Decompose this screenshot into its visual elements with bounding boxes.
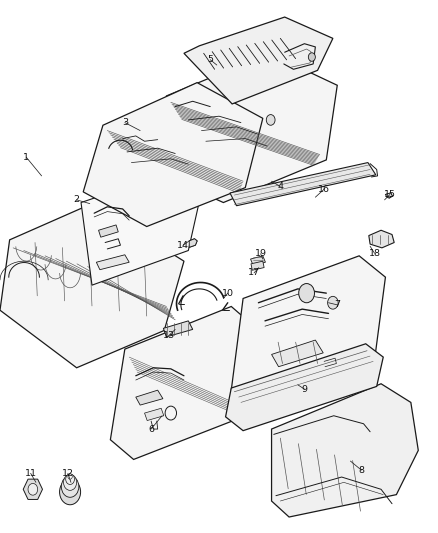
Polygon shape bbox=[81, 171, 201, 285]
Polygon shape bbox=[272, 384, 418, 517]
Text: 19: 19 bbox=[254, 249, 267, 258]
Text: 13: 13 bbox=[162, 332, 175, 340]
Circle shape bbox=[64, 474, 77, 490]
Text: 9: 9 bbox=[301, 385, 307, 393]
Polygon shape bbox=[369, 230, 394, 248]
Circle shape bbox=[266, 115, 275, 125]
Polygon shape bbox=[99, 225, 118, 237]
Text: 14: 14 bbox=[177, 241, 189, 249]
Polygon shape bbox=[96, 255, 129, 270]
Circle shape bbox=[66, 474, 74, 484]
Circle shape bbox=[68, 474, 72, 479]
Text: 4: 4 bbox=[277, 182, 283, 191]
Polygon shape bbox=[145, 408, 164, 421]
Text: 17: 17 bbox=[248, 269, 260, 277]
Polygon shape bbox=[83, 83, 263, 227]
Text: 12: 12 bbox=[62, 469, 74, 478]
Text: 11: 11 bbox=[25, 469, 37, 478]
Polygon shape bbox=[230, 163, 376, 206]
Circle shape bbox=[61, 476, 79, 497]
Polygon shape bbox=[110, 306, 254, 459]
Circle shape bbox=[308, 53, 315, 61]
Polygon shape bbox=[226, 344, 383, 431]
Polygon shape bbox=[251, 256, 265, 265]
Polygon shape bbox=[163, 321, 193, 337]
Text: 2: 2 bbox=[74, 196, 80, 204]
Text: 16: 16 bbox=[318, 185, 330, 193]
Polygon shape bbox=[251, 261, 264, 270]
Polygon shape bbox=[184, 17, 333, 104]
Text: 6: 6 bbox=[148, 425, 154, 433]
Polygon shape bbox=[155, 53, 337, 203]
Polygon shape bbox=[189, 239, 197, 247]
Circle shape bbox=[60, 479, 81, 505]
Polygon shape bbox=[136, 390, 163, 405]
Polygon shape bbox=[0, 204, 184, 368]
Text: 8: 8 bbox=[358, 466, 364, 474]
Polygon shape bbox=[385, 193, 392, 198]
Circle shape bbox=[299, 284, 314, 303]
Text: 3: 3 bbox=[122, 118, 128, 127]
Polygon shape bbox=[23, 479, 42, 499]
Text: 7: 7 bbox=[334, 301, 340, 309]
Text: 5: 5 bbox=[207, 55, 213, 64]
Text: 15: 15 bbox=[384, 190, 396, 199]
Text: 10: 10 bbox=[222, 289, 234, 297]
Circle shape bbox=[328, 296, 338, 309]
Polygon shape bbox=[231, 256, 385, 413]
Text: 1: 1 bbox=[23, 153, 29, 161]
Circle shape bbox=[28, 483, 38, 495]
Polygon shape bbox=[272, 340, 323, 367]
Text: 18: 18 bbox=[368, 249, 381, 257]
